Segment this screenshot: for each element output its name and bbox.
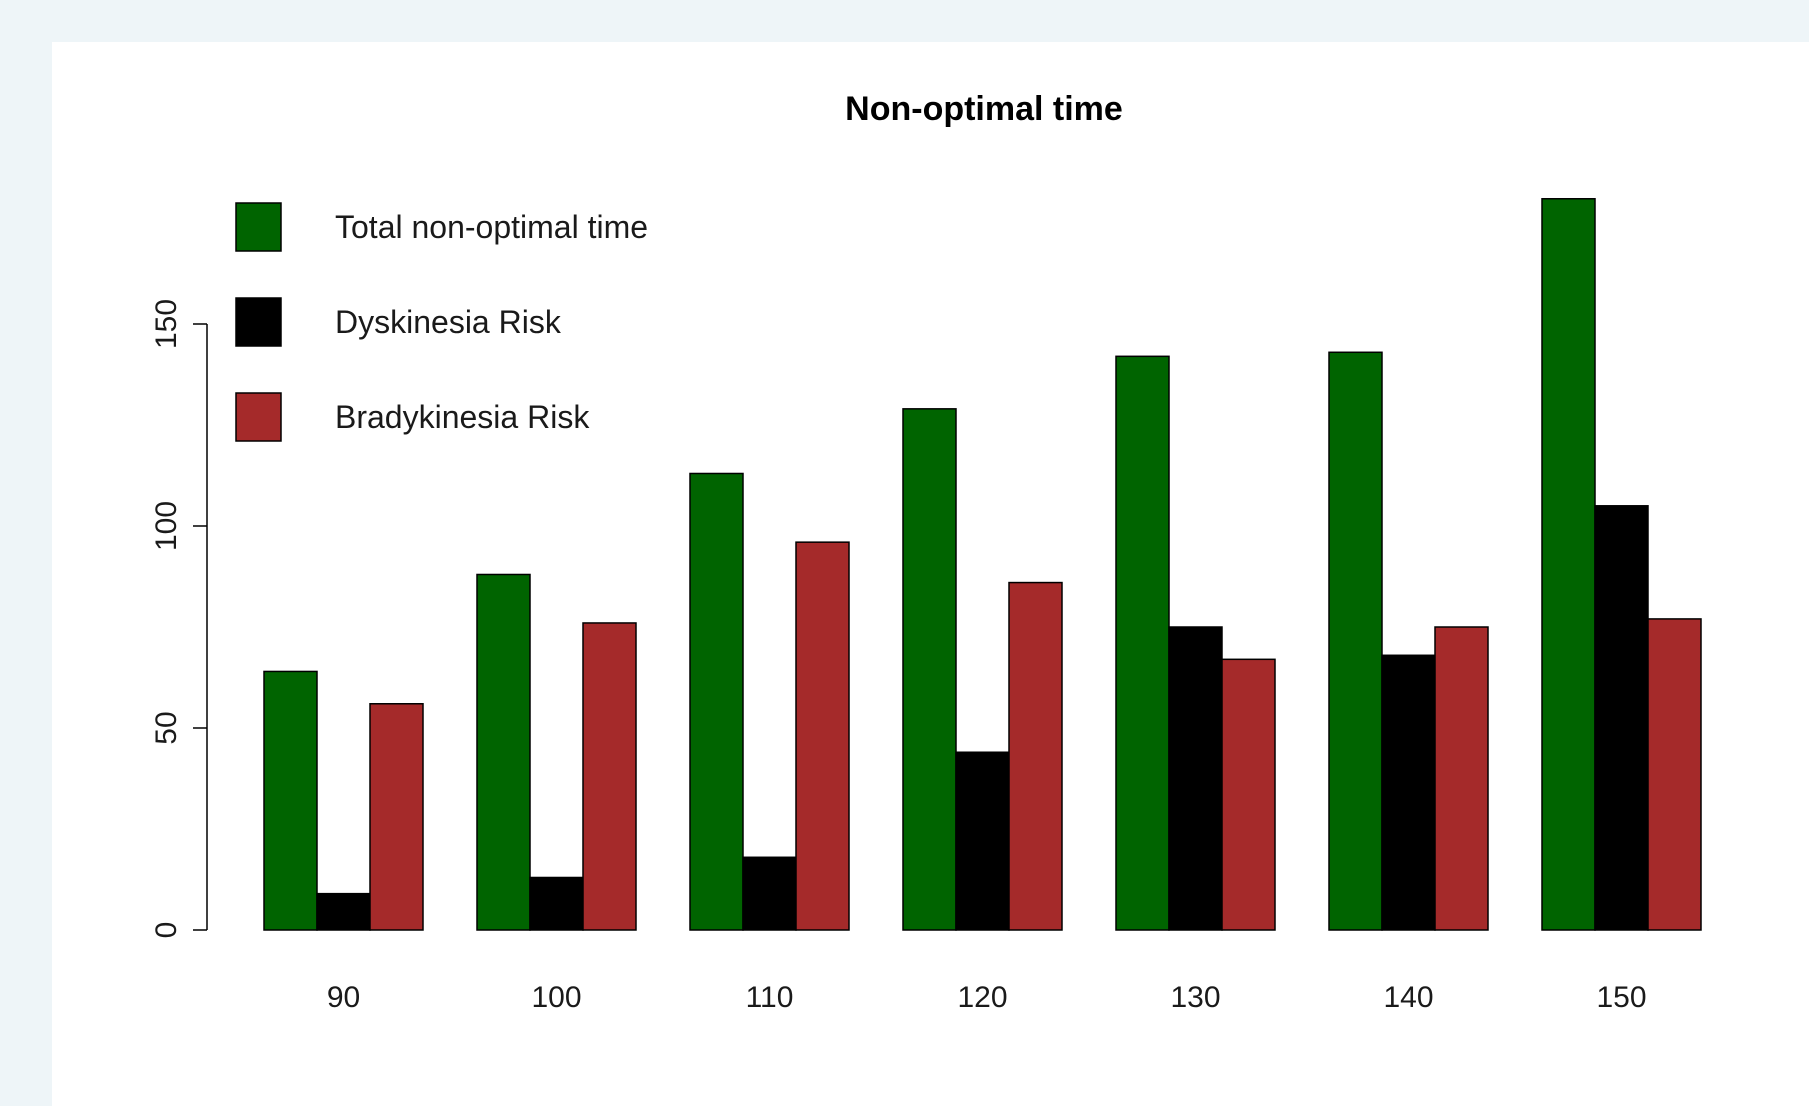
y-tick-label: 100 (150, 501, 183, 551)
legend-label: Total non-optimal time (335, 209, 648, 245)
bar (582, 622, 637, 931)
y-tick-label: 150 (150, 299, 183, 349)
bar (1328, 351, 1383, 931)
bars-group (263, 198, 1702, 931)
legend-swatch (235, 392, 282, 442)
legend: Total non-optimal time Dyskinesia Risk Bra… (235, 202, 648, 442)
legend-swatch (235, 297, 282, 347)
bar (1647, 618, 1702, 931)
bar (1115, 355, 1170, 931)
bar (689, 472, 744, 931)
x-axis-labels: 90 100 110 120 130 140 150 (327, 981, 1647, 1014)
bar (316, 892, 371, 931)
chart-panel: Non-optimal time 0 50 100 150 90 100 110 120 13… (52, 42, 1809, 1106)
bar (1168, 626, 1223, 931)
x-tick-label: 90 (327, 981, 360, 1014)
bar (263, 670, 318, 931)
bar (1434, 626, 1489, 931)
bar (955, 751, 1010, 931)
bar (1221, 658, 1276, 931)
legend-label: Bradykinesia Risk (335, 399, 590, 435)
bar (902, 408, 957, 931)
chart-title: Non-optimal time (845, 90, 1123, 128)
bar (1381, 654, 1436, 931)
bar (476, 573, 531, 931)
legend-label: Dyskinesia Risk (335, 304, 562, 340)
bar (1594, 505, 1649, 931)
bar (369, 703, 424, 931)
x-tick-label: 110 (746, 981, 794, 1014)
y-tick-label: 50 (150, 711, 183, 744)
bar (742, 856, 797, 931)
legend-swatch (235, 202, 282, 252)
bar (795, 541, 850, 931)
x-tick-label: 120 (957, 981, 1007, 1014)
x-tick-label: 130 (1170, 981, 1220, 1014)
x-tick-label: 140 (1383, 981, 1433, 1014)
bar (529, 876, 584, 931)
bar (1541, 198, 1596, 931)
x-tick-label: 150 (1596, 981, 1646, 1014)
x-tick-label: 100 (531, 981, 581, 1014)
bar (1008, 581, 1063, 931)
y-tick-label: 0 (150, 922, 183, 939)
y-axis: 0 50 100 150 (150, 299, 208, 939)
bar-chart: Non-optimal time 0 50 100 150 90 100 110 120 13… (150, 90, 1702, 1014)
